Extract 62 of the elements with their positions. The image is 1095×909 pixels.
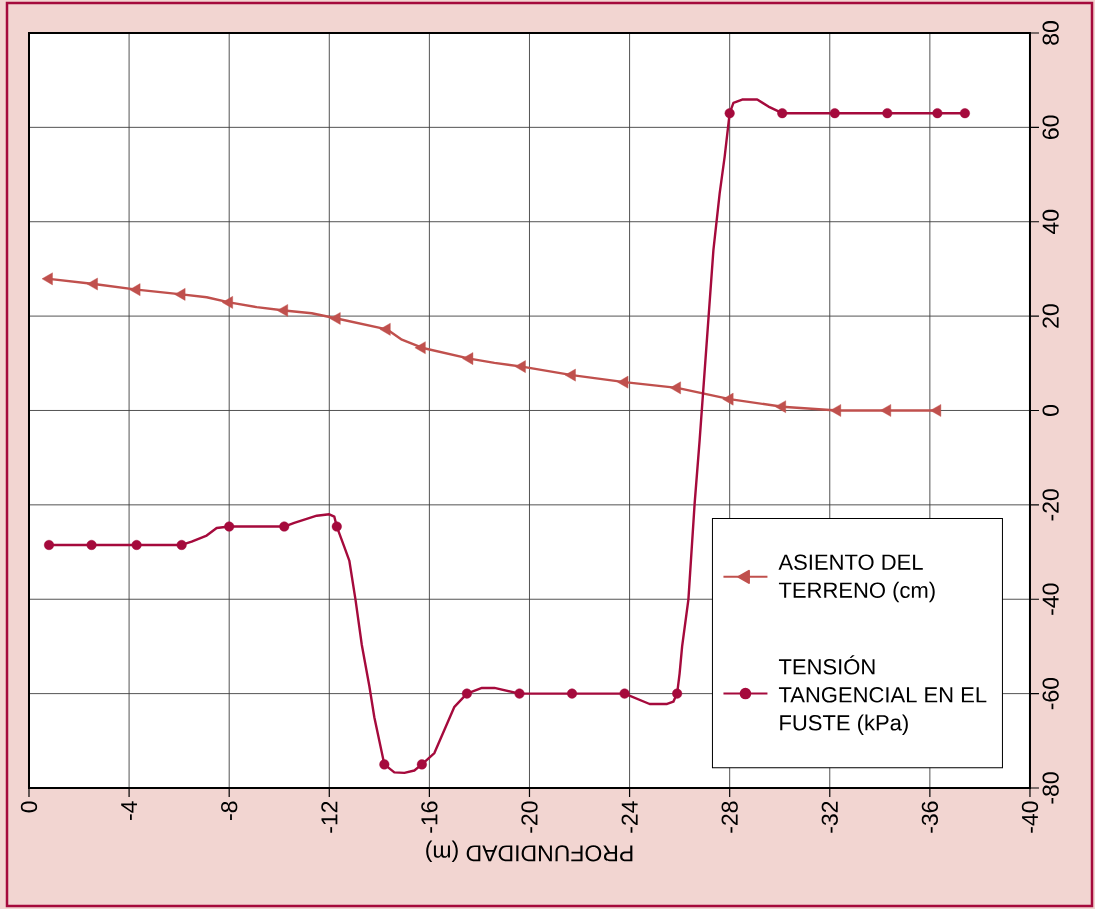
point: [44, 539, 55, 550]
x-tick-label: -12: [321, 801, 338, 833]
point: [930, 404, 942, 417]
x-tick-label: -8: [221, 801, 238, 820]
point: [932, 108, 943, 119]
x-tick-label: -28: [721, 801, 738, 833]
x-tick-label: 0: [20, 801, 38, 813]
point: [672, 688, 683, 699]
y-tick-label: 0: [1042, 404, 1059, 416]
point: [669, 381, 681, 395]
point: [777, 108, 788, 119]
legend-label: TENSIÓN TANGENCIAL EN EL FUSTE (kPa): [778, 655, 987, 735]
y-tick-label: 60: [1042, 115, 1059, 139]
point: [416, 759, 427, 770]
point: [224, 521, 235, 532]
point: [514, 688, 525, 699]
point: [514, 360, 526, 373]
point: [619, 688, 630, 699]
x-tick-label: -24: [621, 801, 638, 833]
y-tick-label: 80: [1042, 21, 1059, 45]
point: [86, 277, 98, 291]
point: [724, 108, 735, 119]
point: [174, 288, 186, 301]
point: [176, 539, 187, 550]
y-tick-label: 20: [1042, 304, 1059, 328]
point: [221, 296, 233, 309]
y-tick-label: -80: [1042, 772, 1059, 804]
legend-label: ASIENTO DEL TERRENO (cm): [778, 554, 935, 603]
x-tick-label: -4: [121, 801, 137, 820]
y-tick-label: 40: [1042, 209, 1059, 234]
point: [379, 759, 390, 770]
point: [379, 323, 391, 336]
point: [880, 404, 892, 417]
point: [41, 272, 53, 286]
point: [331, 521, 342, 532]
y-tick-label: -60: [1042, 677, 1059, 710]
point: [329, 312, 341, 325]
point: [129, 283, 141, 296]
point: [830, 404, 841, 417]
x-tick-label: -36: [921, 801, 939, 833]
point: [279, 521, 290, 532]
point: [414, 341, 426, 354]
y-tick-label: -40: [1042, 583, 1059, 615]
x-tick-label: -32: [821, 801, 838, 833]
point: [829, 108, 840, 119]
x-tick-label: -20: [521, 801, 538, 833]
point: [775, 400, 786, 413]
point: [564, 368, 576, 382]
point: [277, 304, 288, 317]
point: [86, 539, 97, 550]
point: [567, 688, 578, 699]
point: [462, 352, 474, 365]
x-tick-label: -16: [421, 801, 438, 833]
point: [461, 688, 472, 699]
point: [959, 108, 970, 119]
x-axis-title: PROFUNDIDAD (m): [426, 840, 633, 863]
point: [617, 375, 629, 389]
y-tick-label: -20: [1042, 489, 1059, 521]
point: [722, 392, 734, 406]
x-tick-label: -40: [1021, 801, 1039, 833]
point: [131, 539, 142, 550]
point: [882, 108, 893, 119]
